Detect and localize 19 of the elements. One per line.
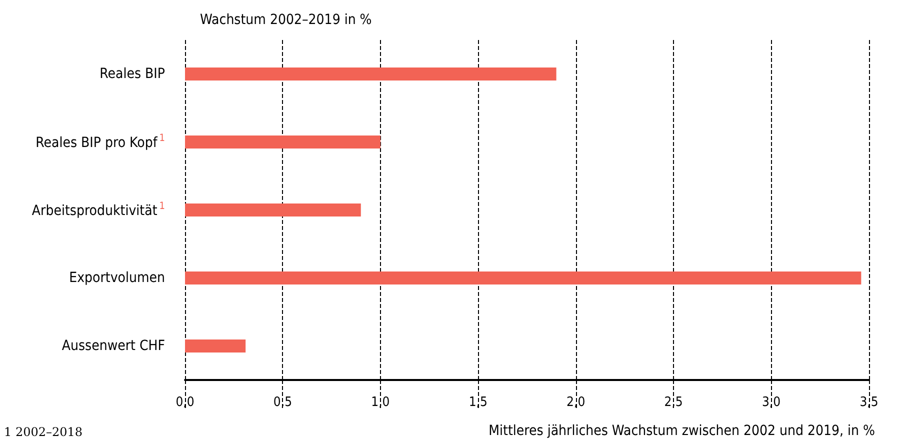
bar xyxy=(185,204,361,216)
x-tick-label: 3,0 xyxy=(762,395,781,410)
x-tick-label: 3,5 xyxy=(860,395,878,410)
x-axis-title: Mittleres jährliches Wachstum zwischen 2002 und 2019, in % xyxy=(488,423,876,439)
y-tick-label: Exportvolumen xyxy=(69,270,165,286)
x-tick-label: 0,5 xyxy=(273,395,292,410)
x-tick-label: 0,0 xyxy=(176,395,194,410)
y-tick-label: Aussenwert CHF xyxy=(62,338,165,354)
bar xyxy=(185,68,556,80)
chart-title: Wachstum 2002–2019 in % xyxy=(200,12,372,28)
x-tick-label: 2,0 xyxy=(566,395,586,410)
bar xyxy=(185,340,246,352)
bar xyxy=(185,136,380,148)
y-tick-label: Arbeitsproduktivität$^{1}$ xyxy=(32,201,165,219)
bar xyxy=(185,272,862,284)
y-tick-label: Reales BIP xyxy=(100,66,165,82)
x-tick-label: 1,5 xyxy=(468,395,488,410)
text: 1 2002–2018 xyxy=(4,425,83,439)
y-tick-label: Reales BIP pro Kopf$^{1}$ xyxy=(36,133,165,151)
